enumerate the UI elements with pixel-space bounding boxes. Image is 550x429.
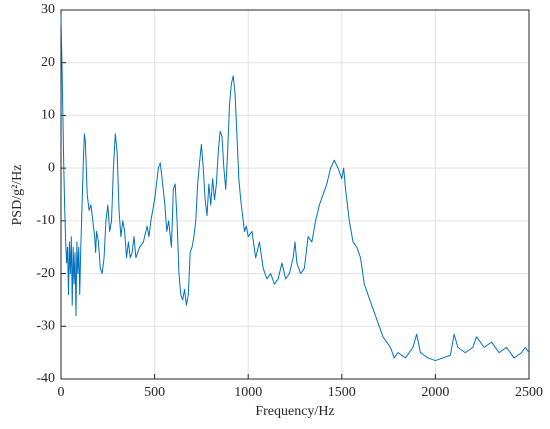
y-axis-label: PSD/g²/Hz xyxy=(10,165,25,226)
y-tick-label: 10 xyxy=(41,108,55,123)
y-tick-label: -10 xyxy=(36,213,55,228)
y-tick-label: 0 xyxy=(48,160,55,175)
psd-line xyxy=(60,15,530,362)
y-tick-label: 30 xyxy=(41,2,55,17)
x-tick-label: 1500 xyxy=(328,385,356,400)
x-axis-label: Frequency/Hz xyxy=(255,404,334,419)
plot-frame xyxy=(60,9,530,380)
y-tick-label: -30 xyxy=(36,319,55,334)
x-tick-label: 500 xyxy=(144,385,165,400)
y-tick-label: 20 xyxy=(41,55,55,70)
x-tick-label: 0 xyxy=(58,385,65,400)
y-tick-label: -20 xyxy=(36,266,55,281)
y-tick-label: -40 xyxy=(36,371,55,386)
x-tick-label: 1000 xyxy=(234,385,262,400)
x-tick-label: 2500 xyxy=(515,385,543,400)
x-tick-label: 2000 xyxy=(421,385,449,400)
